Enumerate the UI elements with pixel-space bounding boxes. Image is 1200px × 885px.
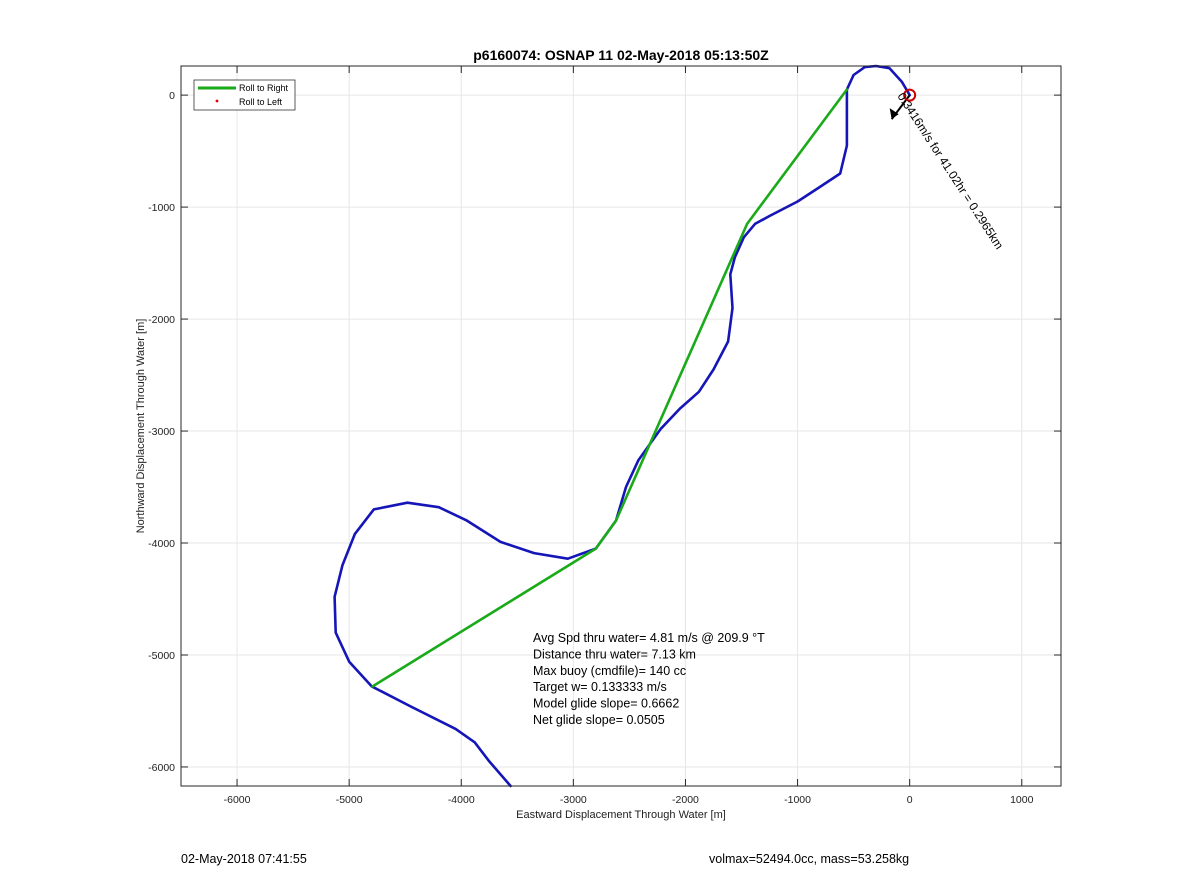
legend-box	[193, 79, 296, 111]
stats-line: Target w= 0.133333 m/s	[533, 680, 667, 694]
x-tick-label: 1000	[1010, 794, 1034, 806]
legend-label-roll-right: Roll to Right	[239, 83, 289, 93]
x-tick-label: -4000	[448, 794, 475, 806]
y-tick-label: -2000	[148, 314, 175, 326]
grid-lines	[181, 66, 1061, 786]
roll-to-right-line	[371, 88, 849, 688]
x-tick-label: -6000	[224, 794, 251, 806]
x-tick-label: -2000	[672, 794, 699, 806]
x-tick-label: 0	[907, 794, 913, 806]
footer-timestamp: 02-May-2018 07:41:55	[181, 852, 307, 866]
trajectory-line	[333, 64, 912, 788]
y-tick-label: -6000	[148, 762, 175, 774]
axis-ticks: -6000 -5000 -4000 -3000 -2000 -1000 0 1000 0 -100…	[148, 66, 1061, 806]
x-axis-label: Eastward Displacement Through Water [m]	[516, 809, 726, 821]
markers	[889, 88, 917, 120]
arrow-annotation-text: 0.3416m/s for 41.02hr = 0.2965km	[894, 90, 1006, 252]
chart-title: p6160074: OSNAP 11 02-May-2018 05:13:50Z	[473, 47, 769, 63]
series-lines	[333, 64, 912, 788]
stats-line: Distance thru water= 7.13 km	[533, 647, 696, 661]
current-arrow-head	[889, 108, 899, 120]
stats-line: Max buoy (cmdfile)= 140 cc	[533, 664, 686, 678]
x-tick-label: -5000	[336, 794, 363, 806]
legend: Roll to Right Roll to Left	[193, 79, 296, 111]
y-axis-label: Northward Displacement Through Water [m]	[135, 319, 147, 534]
start-marker	[903, 88, 917, 102]
legend-swatch-roll-left	[215, 99, 219, 103]
axes-box	[180, 65, 1062, 787]
y-tick-label: 0	[169, 90, 175, 102]
footer-volmax-mass: volmax=52494.0cc, mass=53.258kg	[709, 852, 910, 866]
y-tick-label: -3000	[148, 426, 175, 438]
legend-label-roll-left: Roll to Left	[239, 97, 283, 107]
x-tick-label: -3000	[560, 794, 587, 806]
stats-line: Model glide slope= 0.6662	[533, 697, 679, 711]
y-tick-label: -4000	[148, 538, 175, 550]
x-tick-label: -1000	[784, 794, 811, 806]
stats-line: Net glide slope= 0.0505	[533, 713, 665, 727]
stats-line: Avg Spd thru water= 4.81 m/s @ 209.9 °T	[533, 631, 765, 645]
stats-text-block: Avg Spd thru water= 4.81 m/s @ 209.9 °T D…	[533, 631, 765, 727]
y-tick-label: -1000	[148, 202, 175, 214]
y-tick-label: -5000	[148, 650, 175, 662]
